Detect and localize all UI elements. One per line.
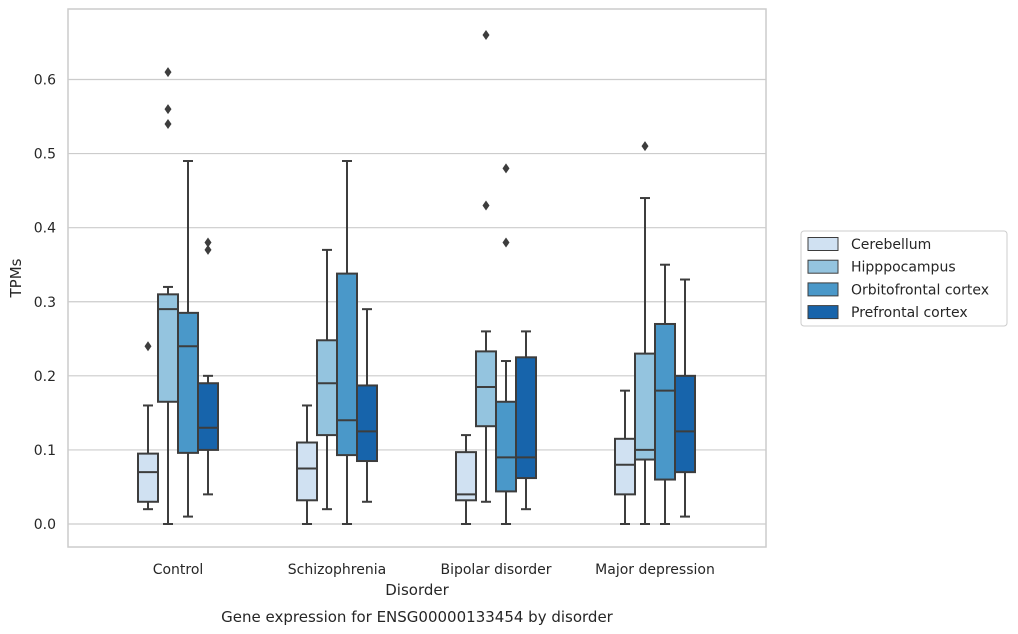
legend-swatch-3 bbox=[807, 305, 839, 320]
box-1-0 bbox=[157, 67, 179, 525]
legend-swatch-0 bbox=[807, 237, 839, 251]
boxes bbox=[137, 30, 696, 525]
box-0-0 bbox=[137, 341, 159, 511]
outlier-0 bbox=[502, 237, 510, 248]
box-body bbox=[495, 400, 517, 493]
box-0-2 bbox=[455, 434, 477, 525]
box-2-3 bbox=[654, 263, 676, 525]
box-body bbox=[614, 437, 636, 496]
box-body bbox=[515, 356, 537, 480]
box-body bbox=[634, 352, 656, 461]
legend-label-2: Orbitofrontal cortex bbox=[851, 282, 989, 298]
box-body bbox=[475, 350, 497, 428]
outlier-0 bbox=[204, 244, 212, 255]
box-3-0 bbox=[197, 237, 219, 496]
y-tick-labels: 0.0 0.1 0.2 0.3 0.4 0.5 0.6 bbox=[34, 73, 56, 534]
y-tick-label-3: 0.3 bbox=[34, 295, 56, 311]
outlier-1 bbox=[482, 30, 490, 41]
outlier-1 bbox=[204, 237, 212, 248]
outlier-2 bbox=[164, 67, 172, 78]
legend-frame bbox=[800, 230, 1008, 327]
outlier-1 bbox=[502, 163, 510, 174]
outlier-0 bbox=[164, 118, 172, 129]
box-body bbox=[296, 441, 318, 502]
legend-swatch-2 bbox=[807, 282, 839, 297]
box-body bbox=[356, 384, 378, 463]
y-tick-label-0: 0.0 bbox=[34, 517, 56, 533]
outlier-0 bbox=[482, 200, 490, 211]
y-tick-label-5: 0.5 bbox=[34, 147, 56, 163]
x-tick-label-2: Bipolar disorder bbox=[440, 562, 551, 578]
x-tick-labels: Control Schizophrenia Bipolar disorder Majo… bbox=[153, 562, 715, 578]
legend-label-3: Prefrontal cortex bbox=[851, 305, 968, 321]
box-3-1 bbox=[356, 308, 378, 503]
chart-title: Gene expression for ENSG00000133454 by d… bbox=[221, 608, 614, 626]
x-tick-label-1: Schizophrenia bbox=[288, 562, 386, 578]
box-body bbox=[197, 382, 219, 451]
box-1-2 bbox=[475, 30, 497, 503]
legend: Cerebellum Hipppocampus Orbitofrontal cort… bbox=[800, 230, 1008, 327]
y-tick-label-4: 0.4 bbox=[34, 221, 56, 237]
box-2-1 bbox=[336, 159, 358, 525]
box-body bbox=[674, 374, 696, 474]
box-0-1 bbox=[296, 404, 318, 525]
legend-label-1: Hipppocampus bbox=[851, 260, 956, 276]
y-tick-label-1: 0.1 bbox=[34, 443, 56, 459]
box-body bbox=[336, 272, 358, 457]
x-tick-label-3: Major depression bbox=[595, 562, 715, 578]
y-tick-label-6: 0.6 bbox=[34, 73, 56, 89]
legend-label-0: Cerebellum bbox=[851, 237, 931, 253]
legend-swatch-1 bbox=[807, 259, 839, 274]
y-tick-label-2: 0.2 bbox=[34, 369, 56, 385]
box-2-2 bbox=[495, 163, 517, 525]
box-body bbox=[137, 452, 159, 503]
box-3-2 bbox=[515, 330, 537, 511]
box-body bbox=[157, 293, 179, 403]
box-body bbox=[316, 339, 338, 437]
outlier-0 bbox=[144, 341, 152, 352]
box-body bbox=[177, 311, 199, 454]
outlier-0 bbox=[641, 141, 649, 152]
box-body bbox=[455, 451, 477, 502]
box-2-0 bbox=[177, 159, 199, 518]
x-axis-label: Disorder bbox=[385, 581, 449, 599]
box-0-3 bbox=[614, 389, 636, 525]
box-3-3 bbox=[674, 278, 696, 518]
y-axis-label: TPMs bbox=[7, 258, 25, 298]
box-body bbox=[654, 322, 676, 481]
outlier-1 bbox=[164, 104, 172, 115]
x-tick-label-0: Control bbox=[153, 562, 204, 578]
